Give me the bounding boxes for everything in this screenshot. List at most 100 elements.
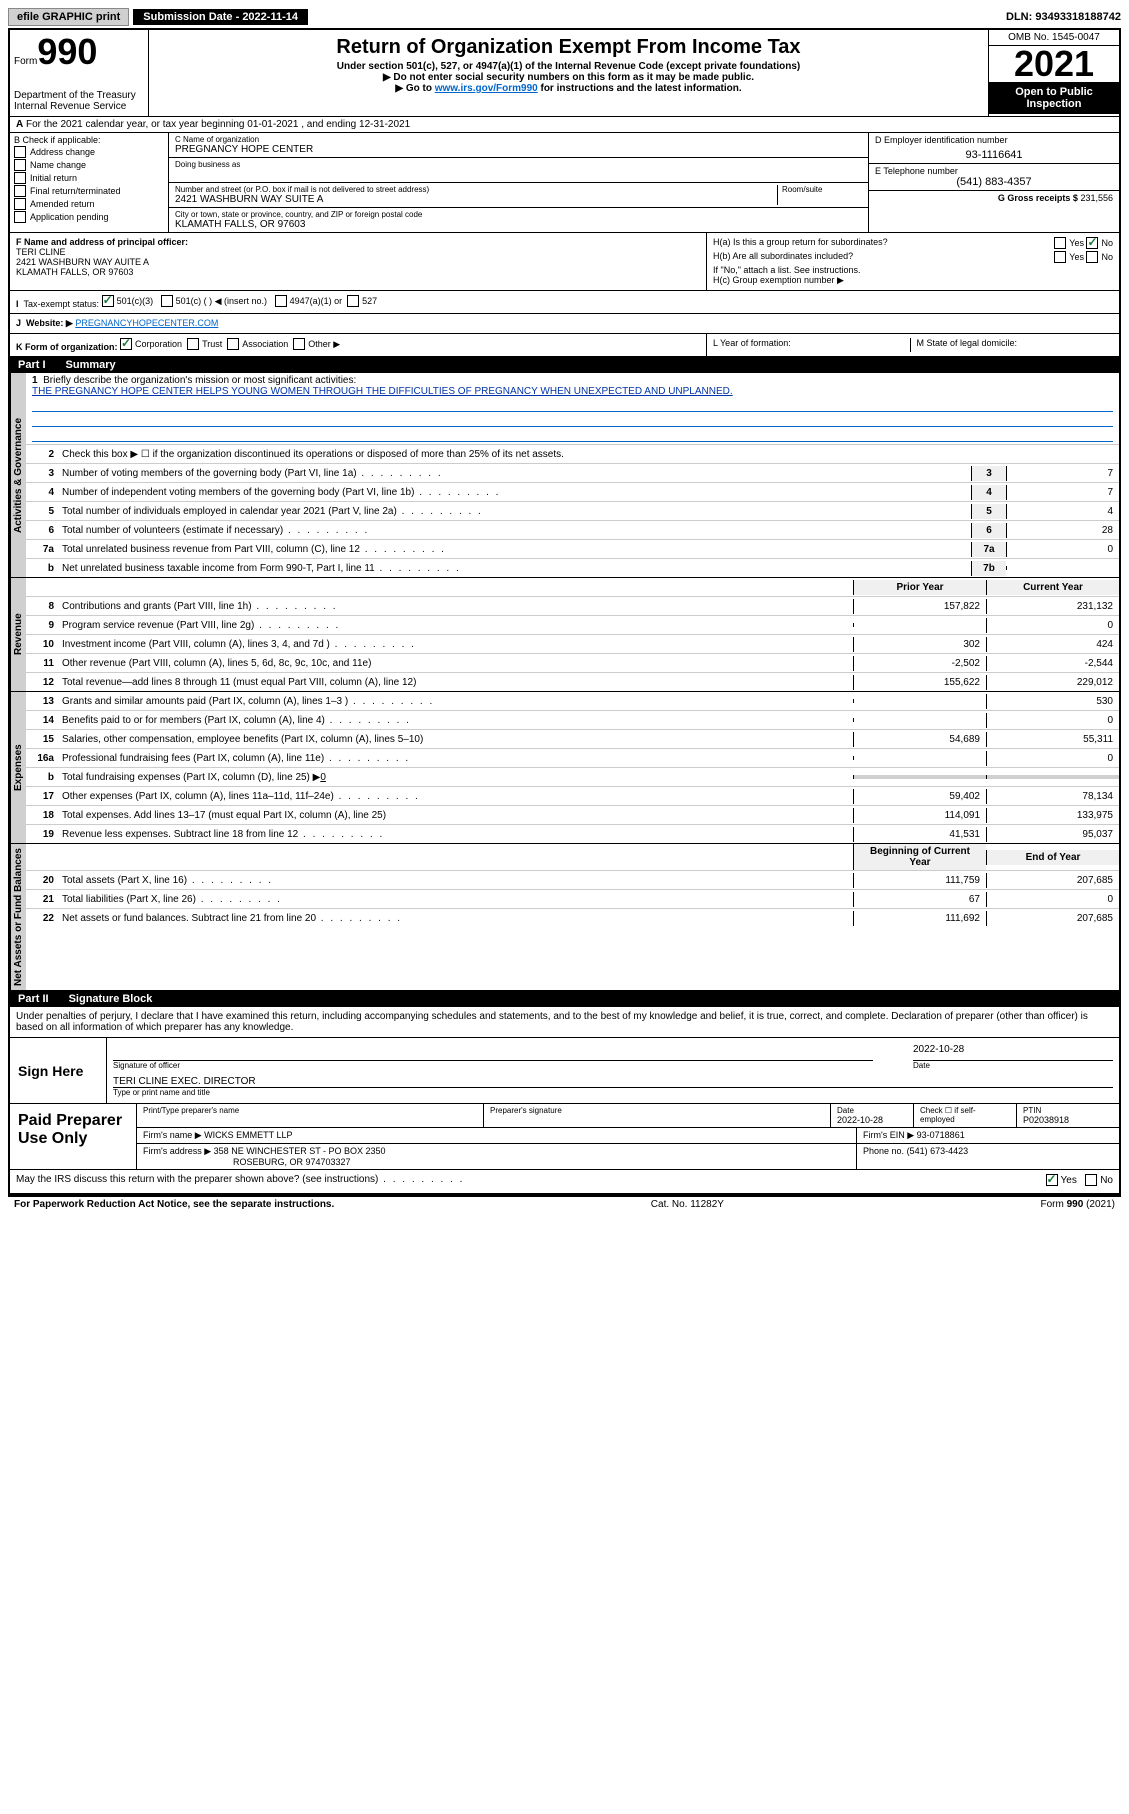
hb-no[interactable] <box>1086 251 1098 263</box>
l19-p: 41,531 <box>853 827 986 842</box>
ha-yes[interactable] <box>1054 237 1066 249</box>
header-left: Form990 Department of the Treasury Inter… <box>10 30 149 116</box>
l16b-val: 0 <box>320 772 326 783</box>
l11-p: -2,502 <box>853 656 986 671</box>
row-a: A For the 2021 calendar year, or tax yea… <box>10 117 1119 133</box>
discuss-no[interactable] <box>1085 1174 1097 1186</box>
chk-other[interactable] <box>293 338 305 350</box>
l8-c: 231,132 <box>986 599 1119 614</box>
l7a-val: 0 <box>1006 542 1119 557</box>
lbl-app: Application pending <box>30 212 109 222</box>
l-label: L Year of formation: <box>713 338 910 352</box>
l17-c: 78,134 <box>986 789 1119 804</box>
d-label: D Employer identification number <box>875 135 1113 145</box>
firm-addr2: ROSEBURG, OR 974703327 <box>233 1157 351 1167</box>
chk-app[interactable] <box>14 211 26 223</box>
f-label: F Name and address of principal officer: <box>16 237 188 247</box>
l18-p: 114,091 <box>853 808 986 823</box>
header-right: OMB No. 1545-0047 2021 Open to Public In… <box>988 30 1119 116</box>
l17: Other expenses (Part IX, column (A), lin… <box>58 789 853 804</box>
part1-pt: Part I <box>18 359 46 371</box>
side-netassets: Net Assets or Fund Balances <box>10 844 26 990</box>
prior-hdr: Prior Year <box>853 580 986 595</box>
l3-val: 7 <box>1006 466 1119 481</box>
irs: Internal Revenue Service <box>14 101 144 112</box>
chk-trust[interactable] <box>187 338 199 350</box>
hb-label: H(b) Are all subordinates included? <box>713 251 853 265</box>
form990-link[interactable]: www.irs.gov/Form990 <box>435 83 538 94</box>
chk-address[interactable] <box>14 146 26 158</box>
ha-no[interactable] <box>1086 237 1098 249</box>
city-label: City or town, state or province, country… <box>175 210 862 219</box>
form-label: Form <box>14 56 37 67</box>
lbl-527: 527 <box>362 296 377 306</box>
l21: Total liabilities (Part X, line 26) <box>58 892 853 907</box>
lbl-501c3: 501(c)(3) <box>117 296 154 306</box>
sig-date-val: 2022-10-28 <box>913 1044 1113 1061</box>
l10-c: 424 <box>986 637 1119 652</box>
sig-date-label: Date <box>913 1061 1113 1070</box>
phone: (541) 673-4423 <box>907 1146 969 1156</box>
l22-p: 111,692 <box>853 911 986 926</box>
prep-date-label: Date <box>837 1106 907 1115</box>
chk-amended[interactable] <box>14 198 26 210</box>
l9: Program service revenue (Part VIII, line… <box>58 618 853 633</box>
firm-ein: 93-0718861 <box>917 1130 965 1140</box>
chk-assoc[interactable] <box>227 338 239 350</box>
l13-p <box>853 699 986 703</box>
l7a: Total unrelated business revenue from Pa… <box>58 542 971 557</box>
efile-btn[interactable]: efile GRAPHIC print <box>8 8 129 26</box>
firm-name-label: Firm's name ▶ <box>143 1130 202 1140</box>
side-governance: Activities & Governance <box>10 373 26 577</box>
c-name-label: C Name of organization <box>175 135 862 144</box>
l12-p: 155,622 <box>853 675 986 690</box>
street-label: Number and street (or P.O. box if mail i… <box>175 185 777 194</box>
part1-header: Part I Summary <box>10 357 1119 373</box>
l16a-c: 0 <box>986 751 1119 766</box>
subtitle3-post: for instructions and the latest informat… <box>538 83 742 94</box>
g-label: G Gross receipts $ <box>998 193 1078 203</box>
l13: Grants and similar amounts paid (Part IX… <box>58 694 853 709</box>
sig-para: Under penalties of perjury, I declare th… <box>10 1007 1119 1038</box>
j-label: Website: ▶ <box>26 318 73 328</box>
sig-name: TERI CLINE EXEC. DIRECTOR <box>113 1076 1113 1088</box>
chk-527[interactable] <box>347 295 359 307</box>
prep-date: 2022-10-28 <box>837 1115 907 1125</box>
l18: Total expenses. Add lines 13–17 (must eq… <box>58 808 853 823</box>
prep-name-label: Print/Type preparer's name <box>143 1106 477 1115</box>
l18-c: 133,975 <box>986 808 1119 823</box>
f-addr2: KLAMATH FALLS, OR 97603 <box>16 267 700 277</box>
chk-501c3[interactable] <box>102 295 114 307</box>
ha-label: H(a) Is this a group return for subordin… <box>713 237 888 251</box>
l12-c: 229,012 <box>986 675 1119 690</box>
subtitle1: Under section 501(c), 527, or 4947(a)(1)… <box>153 61 984 72</box>
footer-right: Form 990 (2021) <box>1041 1199 1115 1210</box>
website-link[interactable]: PREGNANCYHOPECENTER.COM <box>75 318 218 328</box>
discuss-yes[interactable] <box>1046 1174 1058 1186</box>
part2-title: Signature Block <box>69 993 153 1005</box>
l9-p <box>853 623 986 627</box>
l11: Other revenue (Part VIII, column (A), li… <box>58 656 853 671</box>
f-name: TERI CLINE <box>16 247 700 257</box>
room-label: Room/suite <box>782 185 862 194</box>
l17-p: 59,402 <box>853 789 986 804</box>
l4: Number of independent voting members of … <box>58 485 971 500</box>
l21-c: 0 <box>986 892 1119 907</box>
hb-yes[interactable] <box>1054 251 1066 263</box>
lbl-501c: 501(c) ( ) ◀ (insert no.) <box>176 296 267 307</box>
chk-final[interactable] <box>14 185 26 197</box>
discuss: May the IRS discuss this return with the… <box>16 1174 464 1189</box>
l12: Total revenue—add lines 8 through 11 (mu… <box>58 675 853 690</box>
l8: Contributions and grants (Part VIII, lin… <box>58 599 853 614</box>
l15-c: 55,311 <box>986 732 1119 747</box>
chk-name[interactable] <box>14 159 26 171</box>
lbl-final: Final return/terminated <box>30 186 121 196</box>
l13-c: 530 <box>986 694 1119 709</box>
chk-4947[interactable] <box>275 295 287 307</box>
chk-corp[interactable] <box>120 338 132 350</box>
side-revenue: Revenue <box>10 578 26 691</box>
chk-501c[interactable] <box>161 295 173 307</box>
l19-c: 95,037 <box>986 827 1119 842</box>
d-val: 93-1116641 <box>875 149 1113 161</box>
chk-initial[interactable] <box>14 172 26 184</box>
